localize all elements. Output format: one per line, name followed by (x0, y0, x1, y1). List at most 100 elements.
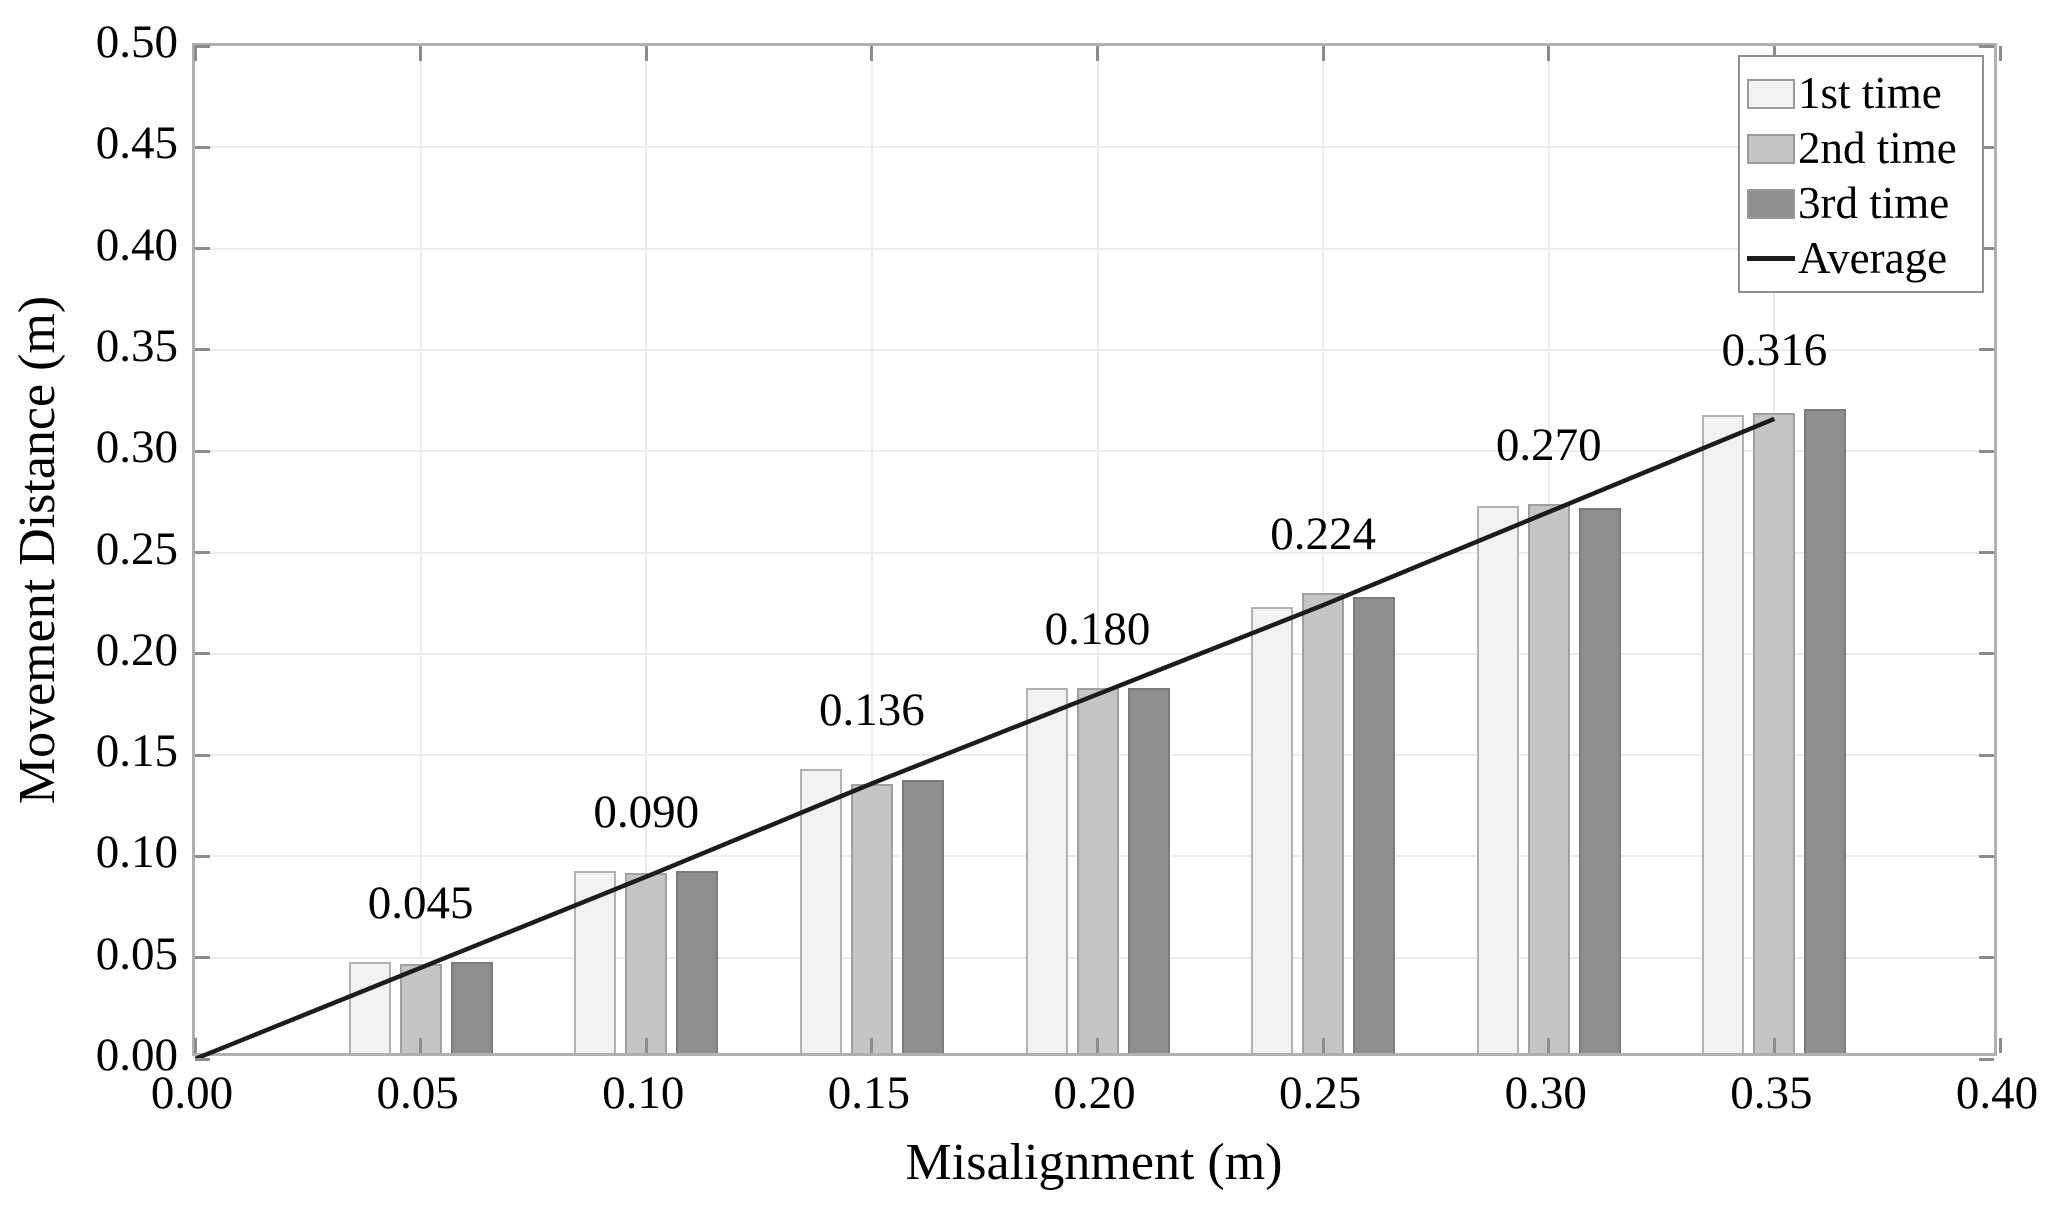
v-gridline (870, 46, 873, 1053)
x-tick-mark (193, 46, 197, 61)
x-tick-mark (1772, 1038, 1776, 1053)
x-tick-label: 0.25 (1279, 1067, 1362, 1119)
v-gridline (645, 46, 648, 1053)
x-tick-mark (1096, 46, 1099, 61)
x-tick-label: 0.35 (1730, 1067, 1813, 1119)
y-tick-mark (195, 348, 210, 352)
bar-2nd-time (1753, 412, 1796, 1053)
y-tick-mark (195, 145, 210, 149)
y-tick-mark (195, 44, 210, 48)
legend-swatch-icon (1747, 78, 1795, 109)
y-tick-mark (1979, 854, 1994, 858)
bar-group-value-label: 0.224 (1270, 508, 1376, 561)
plot-area: 0.045 0.090 0.136 0.180 0.224 0.270 0.316 (192, 43, 2002, 1061)
x-tick-mark (1772, 46, 1776, 61)
bar-2nd-time (1302, 593, 1345, 1053)
y-tick-mark (1979, 956, 1994, 960)
y-tick-mark (1979, 44, 1994, 48)
legend-swatch-icon (1747, 188, 1795, 219)
x-tick-mark (1998, 46, 2002, 61)
y-tick-mark (195, 652, 210, 656)
legend-item-2nd-time: 2nd time (1747, 121, 1982, 176)
y-tick-mark (1979, 145, 1994, 149)
y-tick-mark (195, 854, 210, 858)
y-tick-label: 0.15 (95, 725, 178, 778)
legend: 1st time 2nd time 3rd time Average (1738, 55, 1984, 293)
x-tick-label: 0.20 (1053, 1067, 1136, 1119)
bar-2nd-time (1527, 503, 1570, 1053)
legend-swatch-icon (1747, 133, 1795, 164)
h-gridline (195, 450, 1994, 453)
legend-label: 3rd time (1798, 178, 1950, 228)
x-tick-label: 0.15 (827, 1067, 910, 1119)
x-tick-mark (1547, 1038, 1551, 1053)
bar-1st-time (1251, 607, 1294, 1053)
bar-3rd-time (676, 870, 719, 1053)
legend-label: Average (1798, 233, 1948, 283)
h-gridline (195, 652, 1994, 655)
bar-1st-time (1476, 505, 1519, 1053)
y-tick-label: 0.10 (95, 826, 178, 879)
legend-item-1st-time: 1st time (1747, 66, 1982, 121)
bar-2nd-time (625, 872, 668, 1053)
bar-group-value-label: 0.270 (1495, 418, 1602, 471)
y-tick-label: 0.20 (95, 623, 178, 676)
legend-item-average: Average (1747, 231, 1982, 286)
y-tick-mark (195, 956, 210, 960)
h-gridline (195, 247, 1994, 250)
x-tick-mark (419, 1038, 423, 1053)
y-tick-label: 0.40 (95, 218, 178, 271)
x-tick-mark (193, 1038, 197, 1053)
bar-1st-time (799, 769, 842, 1053)
y-tick-mark (195, 247, 210, 251)
x-axis-title: Misalignment (m) (905, 1134, 1283, 1191)
bar-3rd-time (901, 779, 944, 1053)
bar-1st-time (348, 961, 391, 1053)
x-tick-mark (1321, 1038, 1325, 1053)
bar-2nd-time (1076, 688, 1119, 1053)
h-gridline (195, 551, 1994, 554)
x-tick-label: 0.00 (150, 1067, 234, 1119)
x-tick-label: 0.40 (1955, 1067, 2039, 1119)
average-line-layer (195, 416, 1776, 1059)
x-tick-mark (419, 46, 423, 61)
legend-line-icon (1747, 256, 1795, 261)
x-tick-mark (1547, 46, 1551, 61)
x-tick-label: 0.10 (602, 1067, 685, 1119)
y-tick-label: 0.00 (95, 1029, 178, 1081)
bar-2nd-time (850, 783, 893, 1053)
y-tick-mark (195, 753, 210, 757)
y-tick-mark (195, 551, 210, 554)
y-tick-mark (1979, 753, 1994, 757)
bar-1st-time (574, 870, 617, 1053)
x-tick-mark (644, 46, 648, 61)
h-gridline (195, 146, 1994, 149)
v-gridline (1096, 46, 1099, 1053)
y-tick-label: 0.35 (95, 319, 178, 372)
x-tick-mark (644, 1038, 648, 1053)
bar-group-value-label: 0.045 (367, 876, 474, 929)
y-tick-mark (1979, 551, 1994, 554)
x-tick-mark (1321, 46, 1325, 61)
y-tick-label: 0.25 (95, 522, 178, 575)
v-gridline (419, 46, 422, 1053)
y-tick-label: 0.45 (95, 117, 178, 170)
bar-group-value-label: 0.090 (593, 785, 700, 838)
x-tick-mark (870, 46, 874, 61)
y-tick-mark (195, 1057, 210, 1061)
bar-3rd-time (1353, 597, 1396, 1053)
y-tick-label: 0.30 (95, 421, 178, 474)
h-gridline (195, 348, 1994, 351)
y-tick-label: 0.05 (95, 927, 178, 980)
legend-item-3rd-time: 3rd time (1747, 176, 1982, 231)
y-tick-mark (1979, 652, 1994, 656)
bar-3rd-time (450, 961, 493, 1053)
average-line (195, 416, 1776, 1059)
bar-group-value-label: 0.136 (819, 684, 925, 737)
bar-3rd-time (1804, 408, 1847, 1053)
x-tick-mark (1096, 1038, 1099, 1053)
bar-3rd-time (1578, 508, 1621, 1053)
legend-label: 2nd time (1798, 123, 1957, 173)
y-tick-mark (1979, 247, 1994, 251)
